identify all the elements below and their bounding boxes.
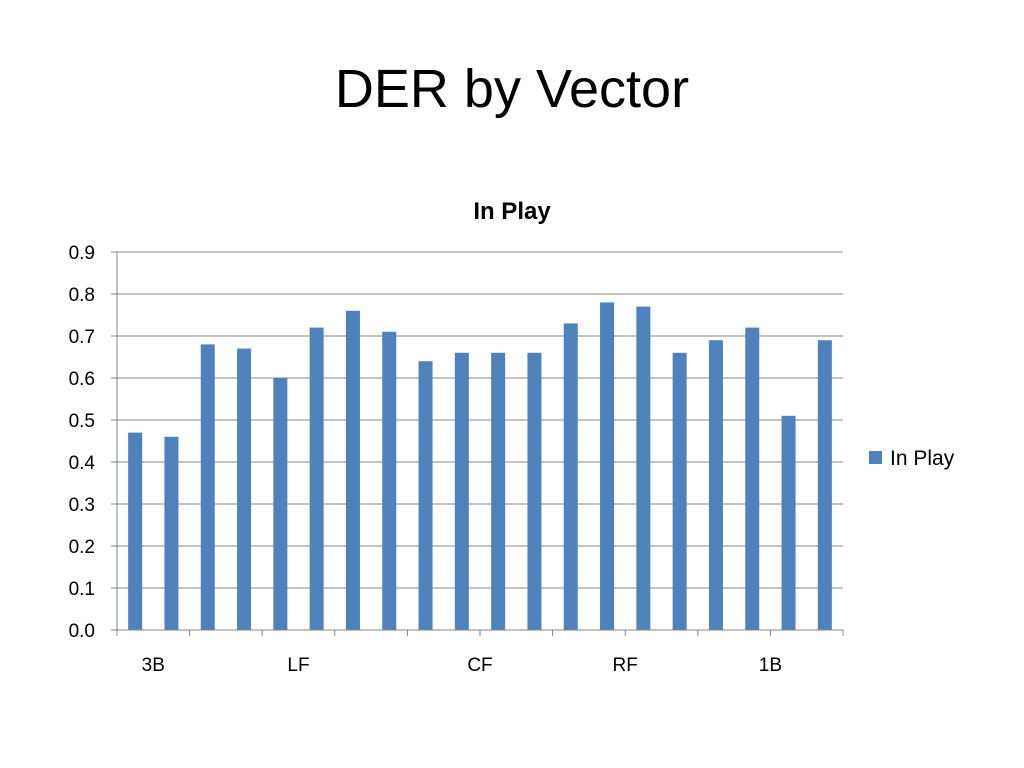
y-tick-label: 0.8 [69,285,95,306]
bar [708,340,723,630]
bar [345,310,360,630]
bar [164,436,179,630]
bar [781,415,796,630]
slide-title: DER by Vector [334,59,690,119]
x-tick-label: RF [613,655,638,676]
y-tick-label: 0.5 [69,411,95,432]
bar [418,361,433,630]
y-tick-label: 0.1 [69,579,95,600]
y-tick-label: 0.7 [69,327,95,348]
y-tick-label: 0.2 [69,537,95,558]
bar [817,340,832,630]
y-tick-label: 0.3 [69,495,95,516]
x-tick-label: 3B [142,655,165,676]
bar [672,352,687,630]
bar [200,344,215,630]
y-tick-label: 0.9 [69,243,95,264]
x-axis [116,252,844,636]
bar [273,378,288,630]
bar [745,327,760,630]
chart-title: In Play [473,198,551,225]
x-tick-label: CF [467,655,492,676]
legend-label: In Play [890,447,955,470]
bar [382,331,397,630]
y-axis-ticks: 0.0 0.1 0.2 0.3 0.4 0.5 0.6 0.7 0.8 0.9 [69,243,117,642]
y-tick-label: 0.6 [69,369,95,390]
bar [309,327,324,630]
bar [491,352,506,630]
bar [128,432,143,630]
y-tick-label: 0.0 [69,621,95,642]
bar [636,306,651,630]
legend: In Play [869,447,955,470]
y-tick-label: 0.4 [69,453,96,474]
legend-swatch [869,451,882,464]
x-axis-labels: 3B LF CF RF 1B [142,655,782,676]
bar [237,348,252,630]
bar [563,323,578,630]
gridlines [117,251,843,631]
x-tick-label: LF [287,655,309,676]
bar [527,352,542,630]
x-tick-label: 1B [759,655,782,676]
bar [600,302,615,630]
bars [128,302,832,630]
bar [454,352,469,630]
